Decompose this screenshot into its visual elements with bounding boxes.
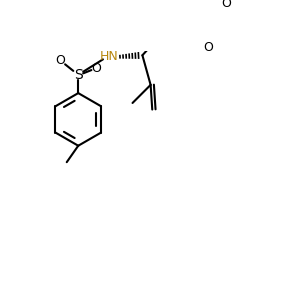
Text: O: O [221,0,231,10]
Text: O: O [55,54,65,67]
Text: O: O [203,41,213,54]
Text: HN: HN [100,50,119,63]
Text: O: O [91,62,101,75]
Text: S: S [74,68,83,82]
